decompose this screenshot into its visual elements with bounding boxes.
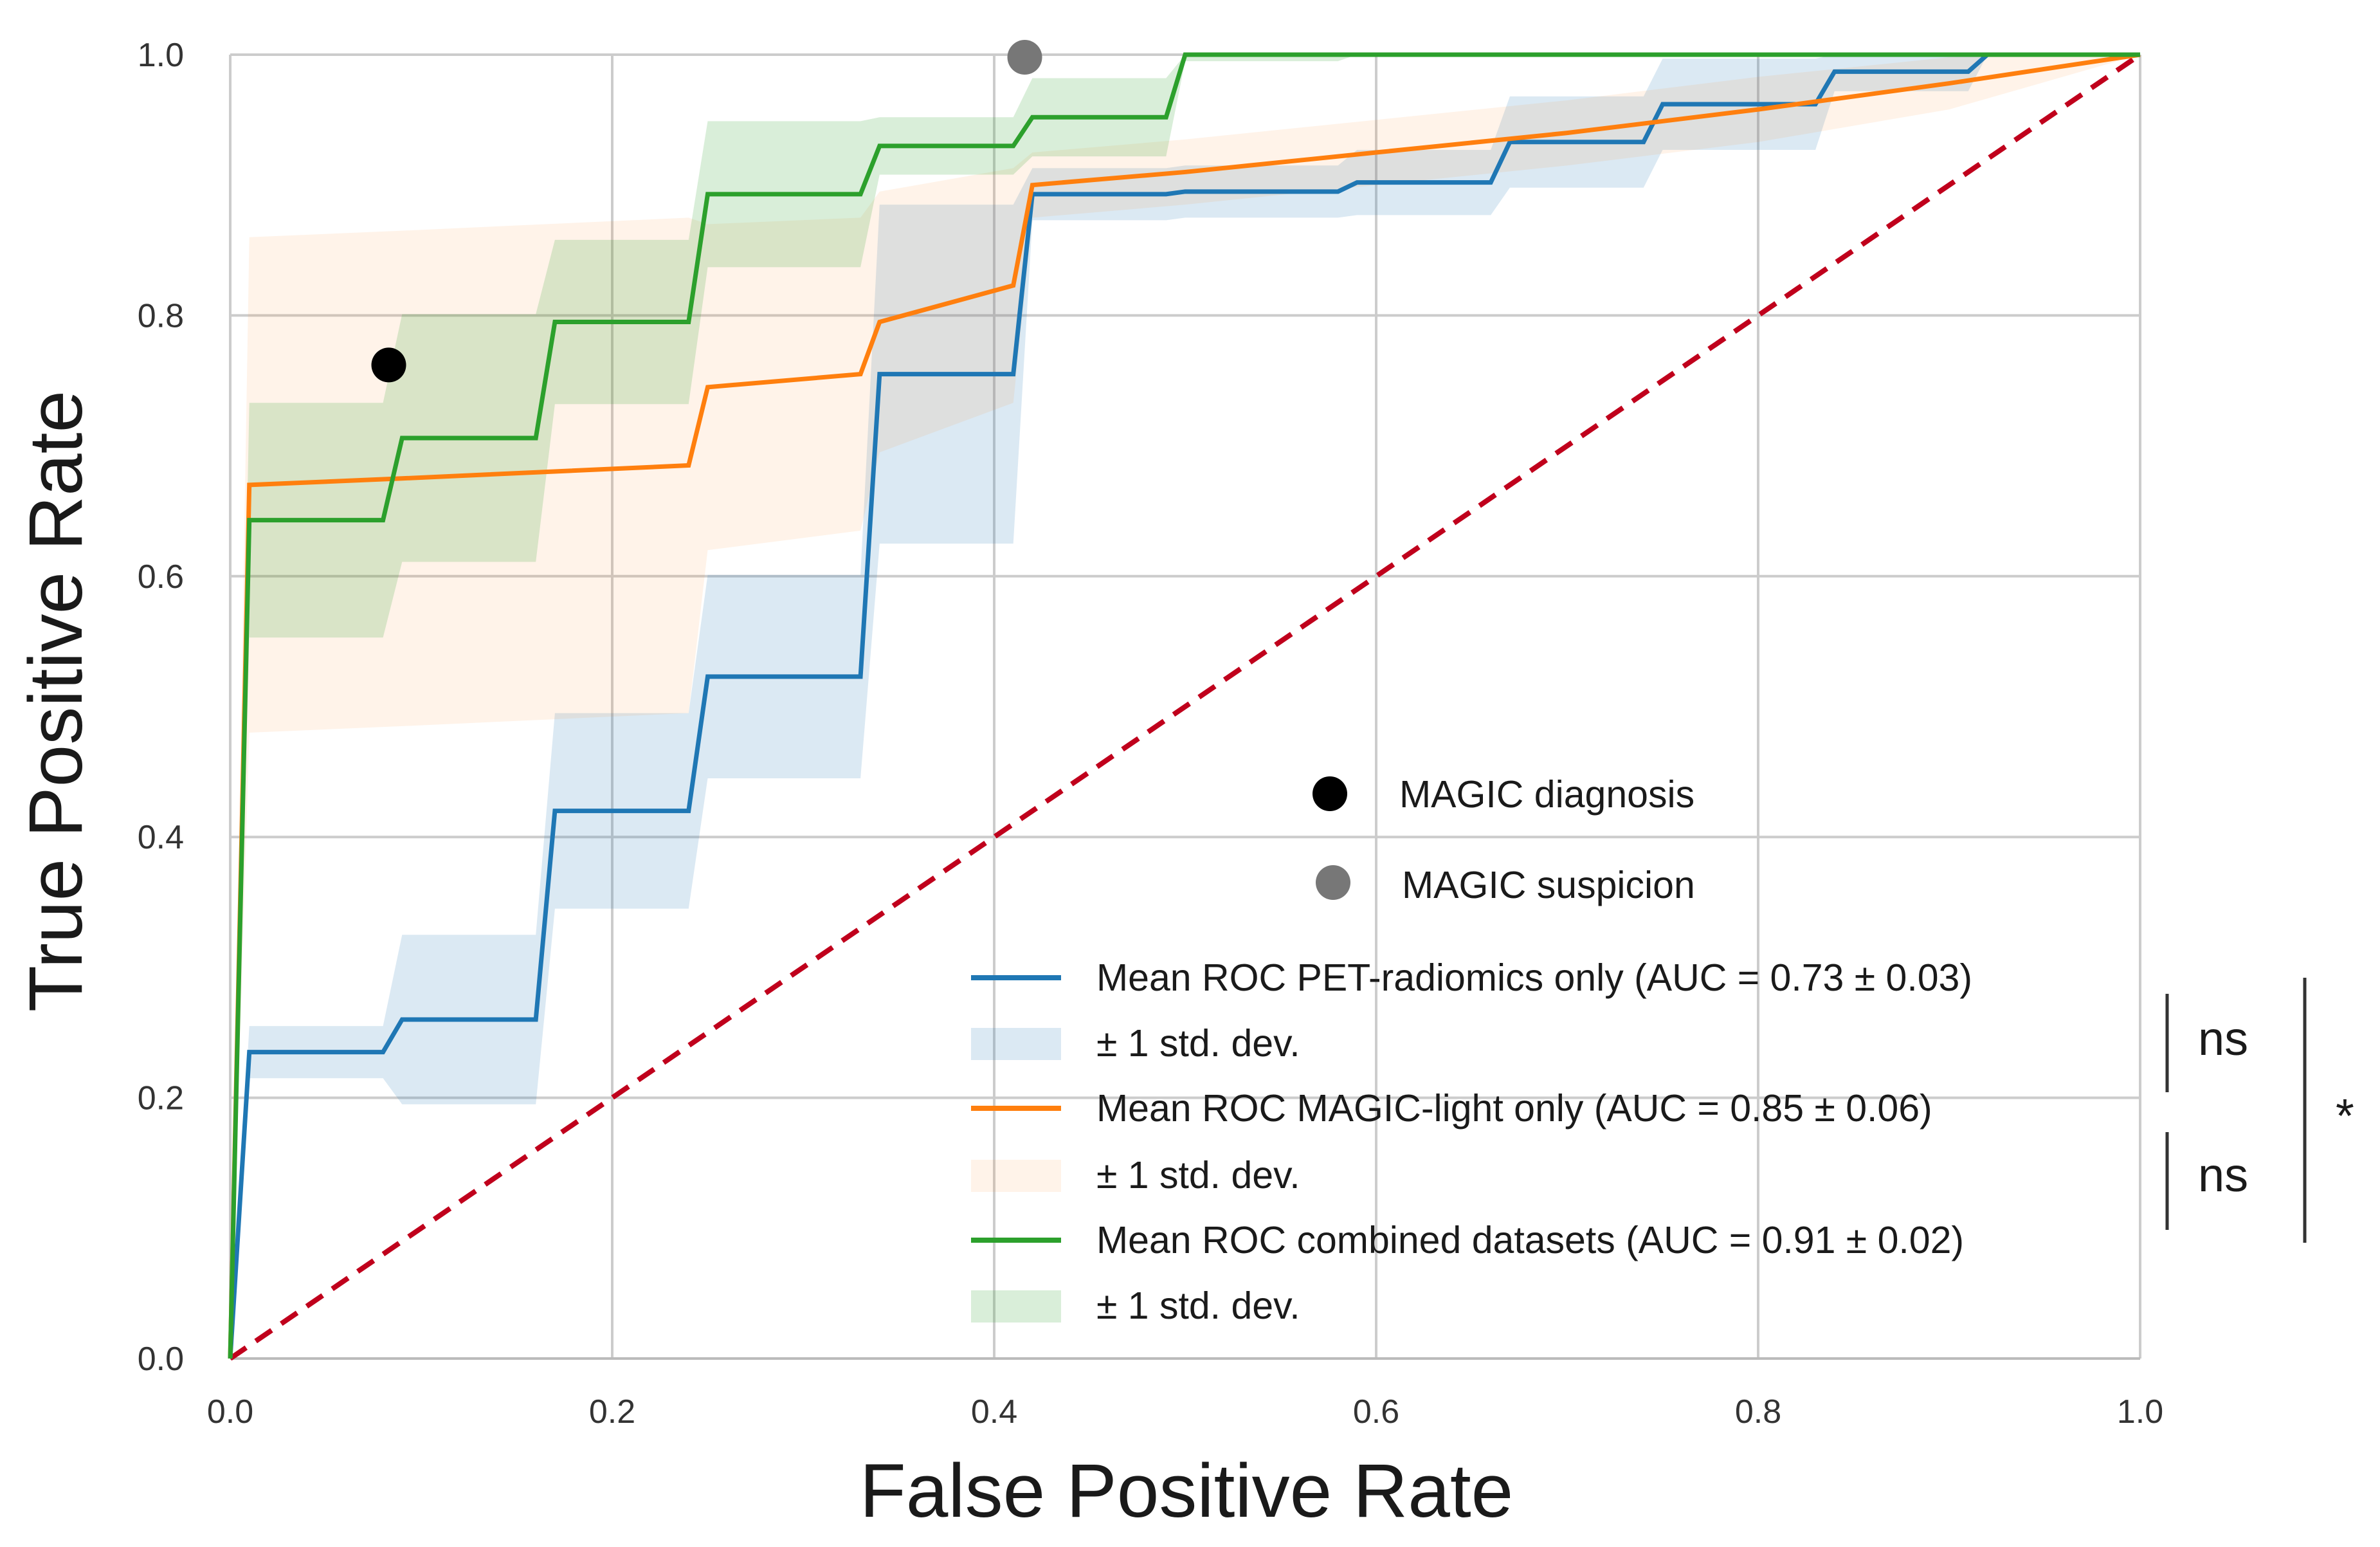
legend-band-combined [971, 1290, 1061, 1323]
std-band-magic [230, 55, 2140, 1359]
legend-marker-diagnosis [1313, 776, 1347, 811]
legend-label-diagnosis: MAGIC diagnosis [1399, 773, 1694, 816]
legend-marker-suspicion [1316, 865, 1350, 900]
x-tick-label-2: 0.4 [971, 1393, 1017, 1431]
legend-band-label-magic: ± 1 std. dev. [1096, 1154, 1300, 1196]
y-tick-label-3: 0.6 [138, 558, 184, 596]
x-tick-label-5: 1.0 [2117, 1393, 2163, 1431]
magic-points [371, 40, 1042, 383]
roc-curves [228, 52, 2141, 1359]
chance-line [228, 52, 2142, 1361]
roc-line-combined [228, 52, 2140, 1359]
grid-lines [229, 53, 2141, 1360]
x-tick-label-0: 0.0 [207, 1393, 253, 1431]
legend-band-label-pet: ± 1 std. dev. [1096, 1022, 1300, 1065]
sig-label-pet-vs-magic: ns [2198, 1012, 2248, 1065]
legend-label-magic: Mean ROC MAGIC-light only (AUC = 0.85 ± … [1096, 1087, 1932, 1130]
legend-band-pet [971, 1028, 1061, 1060]
x-tick-label-3: 0.6 [1353, 1393, 1399, 1431]
y-axis-title: True Positive Rate [14, 390, 98, 1012]
point-diagnosis [371, 347, 406, 383]
legend-label-suspicion: MAGIC suspicion [1402, 864, 1695, 906]
roc-line-pet [228, 52, 2140, 1359]
x-tick-label-4: 0.8 [1735, 1393, 1781, 1431]
y-tick-label-1: 0.2 [138, 1080, 184, 1117]
std-dev-bands [230, 55, 2140, 1359]
chance-line-group [228, 52, 2142, 1361]
legend-label-combined: Mean ROC combined datasets (AUC = 0.91 ±… [1096, 1219, 1964, 1261]
legend-band-label-combined: ± 1 std. dev. [1096, 1285, 1300, 1327]
x-axis-title: False Positive Rate [860, 1449, 1514, 1533]
sig-label-pet-vs-combined: * [2336, 1089, 2354, 1142]
y-tick-label-0: 0.0 [138, 1341, 184, 1378]
y-tick-label-5: 1.0 [138, 37, 184, 74]
x-tick-label-1: 0.2 [589, 1393, 635, 1431]
significance-brackets: ns ns * [2165, 978, 2354, 1243]
point-suspicion [1007, 40, 1042, 75]
roc-line-magic [228, 52, 2141, 1359]
y-tick-label-2: 0.4 [138, 819, 184, 856]
tick-labels: 0.0 0.2 0.4 0.6 0.8 1.0 0.0 0.2 0.4 0.6 0.8 1.0 [138, 37, 2163, 1431]
y-tick-label-4: 0.8 [138, 297, 184, 334]
legend: MAGIC diagnosis MAGIC suspicion Mean ROC… [971, 773, 1972, 1327]
legend-band-magic [971, 1160, 1061, 1192]
legend-label-pet: Mean ROC PET-radiomics only (AUC = 0.73 … [1096, 957, 1972, 999]
sig-label-magic-vs-combined: ns [2198, 1148, 2248, 1202]
